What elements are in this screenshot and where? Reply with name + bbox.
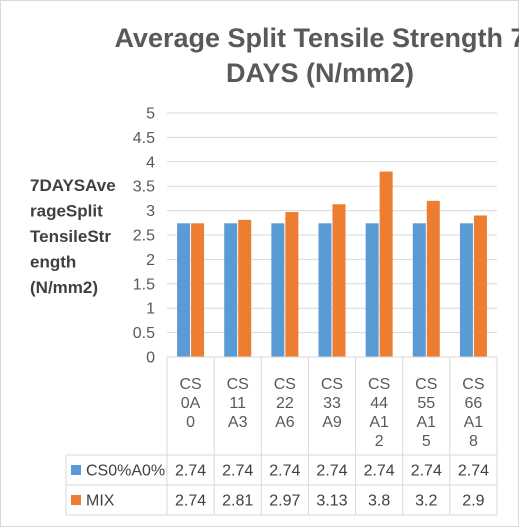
chart-title-line: Average Split Tensile Strength 7 <box>114 23 519 53</box>
bar-series2 <box>379 171 393 357</box>
x-category-label-line: CS <box>415 376 437 393</box>
x-category-label-line: A6 <box>275 414 295 431</box>
data-table-cell: 3.2 <box>415 493 437 510</box>
legend-key-series1 <box>71 465 81 475</box>
x-category-label-line: A1 <box>416 414 436 431</box>
x-category-label-line: 8 <box>469 433 478 450</box>
x-category-label-line: CS <box>274 376 296 393</box>
y-tick-label: 3 <box>146 203 155 220</box>
bar-series2 <box>473 215 487 357</box>
data-table-cell: 2.74 <box>175 463 206 480</box>
data-table-cell: 2.74 <box>222 463 253 480</box>
data-table-cell: 2.97 <box>269 493 300 510</box>
x-category-label-line: 44 <box>370 395 388 412</box>
chart-title-line: DAYS (N/mm2) <box>226 58 414 88</box>
data-table-cell: 2.9 <box>462 493 484 510</box>
bar-series2 <box>332 204 346 357</box>
bar-series1 <box>459 223 473 357</box>
y-axis-label-line: rageSplit <box>30 202 103 221</box>
bar-series2 <box>426 200 440 357</box>
y-axis-label-line: (N/mm2) <box>30 278 98 297</box>
bar-series1 <box>177 223 191 357</box>
y-tick-label: 0 <box>146 350 155 367</box>
data-table-cell: 2.74 <box>269 463 300 480</box>
x-category-label-line: CS <box>462 376 484 393</box>
x-category-label-line: 66 <box>465 395 483 412</box>
x-category-label-line: A1 <box>369 414 389 431</box>
x-category-label-line: CS <box>227 376 249 393</box>
x-category-label-line: 55 <box>417 395 435 412</box>
x-category-label-line: 0 <box>186 414 195 431</box>
x-category-label-line: A3 <box>228 414 248 431</box>
x-category-label-line: A1 <box>464 414 484 431</box>
x-category-label-line: 2 <box>375 433 384 450</box>
x-category-label-line: 0A <box>181 395 201 412</box>
y-tick-label: 2 <box>146 252 155 269</box>
data-table-cell: 3.13 <box>316 493 347 510</box>
data-table-cell: 2.81 <box>222 493 253 510</box>
y-tick-label: 4 <box>146 154 155 171</box>
y-tick-label: 5 <box>146 106 155 123</box>
data-table-cell: 2.74 <box>175 493 206 510</box>
x-category-label-line: CS <box>321 376 343 393</box>
y-axis-label-line: ength <box>30 253 76 272</box>
y-tick-label: 0.5 <box>133 325 155 342</box>
x-category-label-line: CS <box>179 376 201 393</box>
x-category-label-line: 22 <box>276 395 294 412</box>
legend-label: MIX <box>86 493 115 510</box>
bar-series2 <box>285 212 299 357</box>
bar-series1 <box>271 223 285 357</box>
bar-series1 <box>224 223 238 357</box>
legend-label: CS0%A0% <box>86 463 165 480</box>
data-table-cell: 2.74 <box>364 463 395 480</box>
bar-series2 <box>238 219 252 357</box>
x-category-label-line: 5 <box>422 433 431 450</box>
data-table-cell: 2.74 <box>458 463 489 480</box>
bar-series1 <box>365 223 379 357</box>
x-category-label-line: CS <box>368 376 390 393</box>
data-table-cell: 3.8 <box>368 493 390 510</box>
y-tick-label: 3.5 <box>133 179 155 196</box>
y-axis-label-line: 7DAYSAve <box>30 176 116 195</box>
y-tick-label: 1.5 <box>133 276 155 293</box>
x-category-label-line: 33 <box>323 395 341 412</box>
y-axis-label-line: TensileStr <box>30 227 111 246</box>
bar-series1 <box>412 223 426 357</box>
y-tick-label: 1 <box>146 301 155 318</box>
x-category-label-line: A9 <box>322 414 342 431</box>
bar-series2 <box>191 223 205 357</box>
data-table-cell: 2.74 <box>411 463 442 480</box>
bar-series1 <box>318 223 332 357</box>
legend-key-series2 <box>71 495 81 505</box>
x-category-label-line: 11 <box>229 395 246 412</box>
y-tick-label: 2.5 <box>133 228 155 245</box>
data-table-cell: 2.74 <box>316 463 347 480</box>
y-tick-label: 4.5 <box>133 130 155 147</box>
